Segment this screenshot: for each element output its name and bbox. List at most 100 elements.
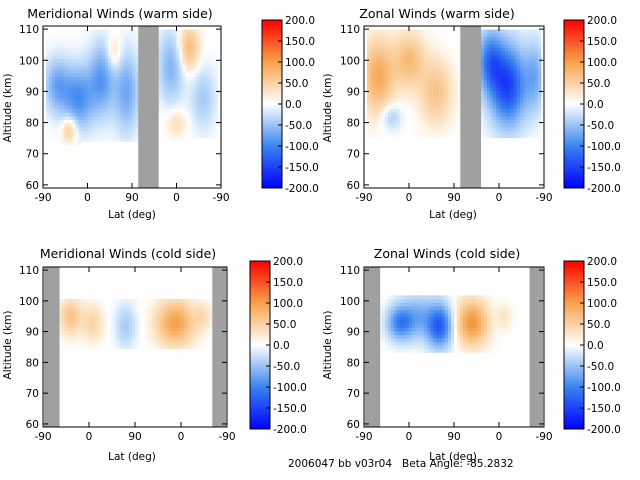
wind-cell: [120, 29, 124, 34]
wind-cell: [424, 80, 428, 84]
wind-cell: [505, 94, 509, 99]
wind-cell: [161, 54, 166, 59]
wind-cell: [212, 69, 216, 74]
wind-cell: [514, 36, 518, 41]
wind-cell: [490, 98, 494, 102]
wind-cell: [102, 98, 106, 102]
wind-cell: [132, 116, 136, 120]
wind-cell: [481, 334, 485, 339]
wind-cell: [105, 101, 109, 106]
wind-cell: [102, 76, 106, 81]
wind-cell: [69, 108, 74, 113]
wind-cell: [57, 134, 62, 138]
wind-cell: [87, 108, 91, 113]
wind-cell: [385, 62, 389, 66]
wind-cell: [481, 98, 485, 102]
wind-cell: [454, 327, 458, 332]
wind-cell: [108, 123, 112, 128]
wind-cell: [196, 309, 200, 314]
x-tick-label: -90: [355, 192, 372, 204]
wind-cell: [117, 58, 121, 63]
wind-cell: [200, 134, 204, 138]
wind-cell: [158, 83, 163, 88]
wind-cell: [493, 36, 497, 41]
wind-cell: [427, 116, 431, 120]
wind-cell: [60, 40, 65, 45]
wind-cell: [78, 112, 82, 117]
wind-cell: [514, 72, 518, 77]
wind-cell: [412, 36, 416, 41]
wind-cell: [188, 36, 192, 41]
wind-cell: [72, 130, 77, 135]
wind-cell: [132, 36, 136, 41]
wind-cell: [388, 76, 392, 81]
wind-cell: [481, 72, 485, 77]
wind-cell: [141, 299, 145, 303]
wind-cell: [185, 83, 189, 88]
wind-cell: [463, 299, 467, 303]
wind-cell: [45, 112, 50, 117]
wind-cell: [165, 309, 170, 314]
wind-cell: [508, 108, 512, 113]
wind-cell: [493, 80, 497, 84]
wind-cell: [107, 341, 111, 346]
wind-cell: [179, 58, 183, 63]
wind-cell: [96, 130, 100, 135]
wind-cell: [158, 94, 163, 99]
wind-cell: [427, 29, 431, 34]
wind-cell: [212, 83, 216, 88]
wind-cell: [48, 62, 53, 66]
wind-cell: [177, 302, 182, 307]
wind-cell: [451, 69, 455, 74]
wind-cell: [385, 44, 389, 48]
wind-cell: [394, 76, 398, 81]
wind-cell: [478, 348, 482, 353]
wind-cell: [529, 116, 533, 120]
y-tick-label: 60: [26, 419, 39, 431]
wind-cell: [101, 299, 105, 303]
wind-cell: [499, 47, 503, 52]
wind-cell: [144, 313, 148, 318]
wind-cell: [529, 119, 533, 124]
wind-cell: [147, 323, 151, 328]
wind-cell: [66, 40, 71, 45]
wind-cell: [391, 348, 395, 353]
wind-cell: [102, 90, 106, 95]
wind-cell: [370, 54, 374, 59]
wind-cell: [164, 33, 168, 38]
wind-cell: [427, 112, 431, 117]
wind-cell: [406, 94, 410, 99]
wind-cell: [158, 44, 163, 48]
wind-cell: [457, 62, 461, 66]
wind-cell: [181, 306, 185, 311]
wind-cell: [84, 58, 88, 63]
wind-cell: [66, 141, 71, 146]
wind-cell: [171, 299, 176, 303]
wind-cell: [125, 302, 130, 307]
wind-cell: [439, 313, 443, 318]
wind-cell: [517, 62, 521, 66]
wind-cell: [165, 320, 170, 325]
wind-cell: [102, 62, 106, 66]
wind-cell: [457, 112, 461, 117]
wind-cell: [75, 58, 79, 63]
wind-cell: [421, 116, 425, 120]
wind-cell: [502, 119, 506, 124]
wind-cell: [75, 126, 79, 131]
wind-cell: [409, 98, 413, 102]
wind-cell: [158, 130, 163, 135]
wind-cell: [529, 94, 533, 99]
wind-cell: [93, 29, 97, 34]
wind-cell: [388, 72, 392, 77]
wind-cell: [496, 105, 500, 110]
wind-cell: [120, 119, 124, 124]
wind-cell: [173, 69, 177, 74]
wind-cell: [490, 44, 494, 48]
wind-cell: [190, 327, 194, 332]
wind-cell: [185, 54, 189, 59]
wind-cell: [496, 47, 500, 52]
wind-cell: [84, 108, 88, 113]
wind-cell: [502, 65, 506, 70]
x-tick-label: 0: [406, 192, 413, 204]
wind-cell: [511, 72, 515, 77]
